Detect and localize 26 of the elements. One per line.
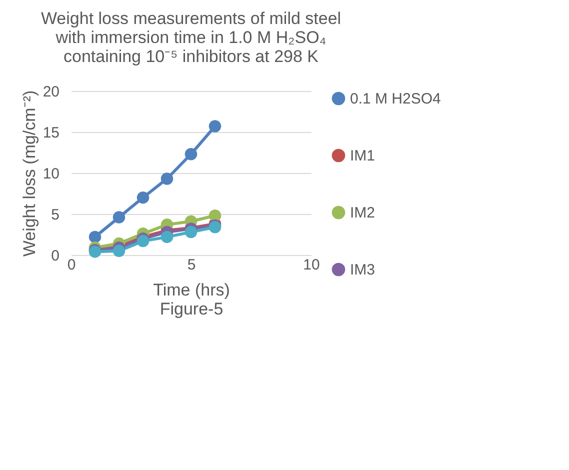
point <box>160 172 174 185</box>
x-tick-label: 0 <box>67 256 76 274</box>
y-tick-label: 5 <box>51 206 60 224</box>
point <box>88 230 102 244</box>
point <box>208 210 222 222</box>
point <box>136 191 150 204</box>
point <box>208 120 222 132</box>
point <box>160 230 174 244</box>
x-tick-label: 5 <box>187 256 196 274</box>
x-axis-title: Time (hrs) <box>153 280 230 300</box>
y-axis-title: Weight loss (mg/cm⁻²) <box>20 90 39 257</box>
legend-label: IM2 <box>350 204 376 222</box>
legend-label: 0.1 M H2SO4 <box>350 90 441 108</box>
point <box>184 226 198 238</box>
point <box>184 148 198 160</box>
point <box>112 244 126 258</box>
x-tick-label: 10 <box>303 256 320 274</box>
chart-title: Weight loss measurements of mild steel with immersion time in 1.0 M H₂SO₄ containing 10⁻⁵ inhibitors at 298 K <box>40 9 342 66</box>
y-tick-label: 20 <box>42 84 60 100</box>
y-tick-label: 10 <box>42 166 60 182</box>
legend-label: IM3 <box>350 262 376 278</box>
legend-label: IM1 <box>350 148 376 164</box>
text: Figure-5 <box>160 300 224 318</box>
y-tick-label: 15 <box>42 124 60 142</box>
point <box>136 234 150 248</box>
point <box>112 211 126 224</box>
